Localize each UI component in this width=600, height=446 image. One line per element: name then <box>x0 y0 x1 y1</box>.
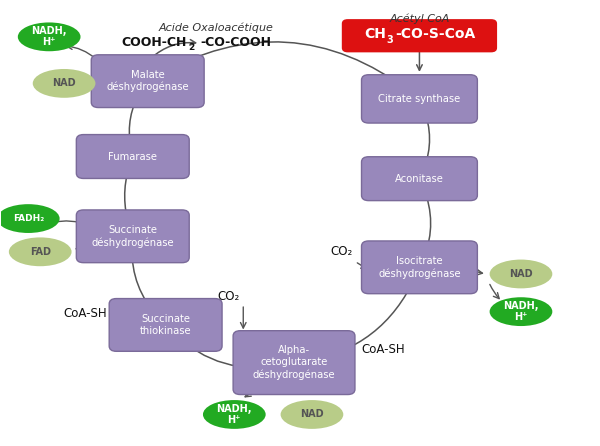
Text: Fumarase: Fumarase <box>108 152 157 161</box>
FancyBboxPatch shape <box>76 210 189 263</box>
Text: CO₂: CO₂ <box>217 289 239 303</box>
Text: NADH,
H⁺: NADH, H⁺ <box>503 301 539 322</box>
Ellipse shape <box>281 400 343 429</box>
Ellipse shape <box>0 204 59 233</box>
FancyBboxPatch shape <box>362 75 478 123</box>
FancyBboxPatch shape <box>76 135 189 178</box>
Text: FAD: FAD <box>30 247 51 257</box>
FancyBboxPatch shape <box>109 298 222 351</box>
FancyBboxPatch shape <box>342 19 497 52</box>
Text: Malate
déshydrogénase: Malate déshydrogénase <box>106 70 189 92</box>
FancyBboxPatch shape <box>362 241 478 294</box>
Text: Isocitrate
déshydrogénase: Isocitrate déshydrogénase <box>378 256 461 279</box>
Ellipse shape <box>490 260 553 289</box>
Ellipse shape <box>490 297 553 326</box>
Text: CoA-SH: CoA-SH <box>63 307 107 320</box>
Text: Alpha-
cetoglutarate
déshydrogénase: Alpha- cetoglutarate déshydrogénase <box>253 345 335 380</box>
Text: -CO-S-CoA: -CO-S-CoA <box>395 27 476 41</box>
Text: 3: 3 <box>386 35 394 45</box>
Text: CoA-SH: CoA-SH <box>362 343 406 356</box>
Text: Citrate synthase: Citrate synthase <box>379 94 461 104</box>
Text: NAD: NAD <box>300 409 324 420</box>
Text: FADH₂: FADH₂ <box>13 214 44 223</box>
FancyBboxPatch shape <box>91 55 204 107</box>
Text: Acide Oxaloacétique: Acide Oxaloacétique <box>159 23 274 33</box>
Ellipse shape <box>18 22 80 51</box>
Text: COOH-CH: COOH-CH <box>121 36 187 49</box>
Text: Succinate
thiokinase: Succinate thiokinase <box>140 314 191 336</box>
Text: Aconitase: Aconitase <box>395 173 444 184</box>
FancyBboxPatch shape <box>233 330 355 395</box>
Text: NAD: NAD <box>509 269 533 279</box>
Text: NAD: NAD <box>52 78 76 88</box>
Text: -CO-COOH: -CO-COOH <box>200 36 271 49</box>
Ellipse shape <box>33 69 95 98</box>
FancyBboxPatch shape <box>362 157 478 201</box>
Text: NADH,
H⁺: NADH, H⁺ <box>217 404 252 425</box>
Text: Succinate
déshydrogénase: Succinate déshydrogénase <box>91 225 174 248</box>
Text: Acétyl CoA: Acétyl CoA <box>389 14 449 25</box>
Ellipse shape <box>9 237 71 266</box>
Text: 2: 2 <box>188 43 194 53</box>
Ellipse shape <box>203 400 266 429</box>
Text: CH: CH <box>365 27 386 41</box>
Text: CO₂: CO₂ <box>331 245 353 258</box>
Text: NADH,
H⁺: NADH, H⁺ <box>31 26 67 47</box>
